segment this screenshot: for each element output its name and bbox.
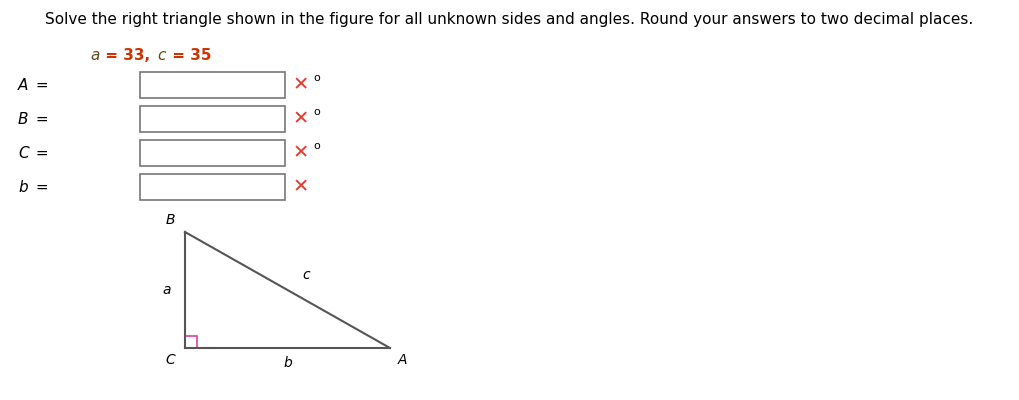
- Text: ✕: ✕: [293, 178, 310, 196]
- Text: A: A: [18, 78, 29, 92]
- Bar: [185, 336, 197, 348]
- Text: o: o: [313, 141, 320, 151]
- Text: b: b: [18, 180, 28, 194]
- Text: o: o: [313, 73, 320, 83]
- Text: Solve the right triangle shown in the figure for all unknown sides and angles. R: Solve the right triangle shown in the fi…: [45, 12, 973, 27]
- Text: C: C: [18, 146, 29, 160]
- Text: o: o: [313, 107, 320, 117]
- Text: ✕: ✕: [293, 144, 310, 162]
- Text: c: c: [303, 268, 310, 282]
- Bar: [140, 106, 285, 132]
- Bar: [140, 140, 285, 166]
- Text: c: c: [157, 48, 165, 63]
- Text: B: B: [165, 213, 175, 227]
- Text: =: =: [31, 180, 49, 194]
- Text: a: a: [90, 48, 100, 63]
- Bar: [140, 72, 285, 98]
- Text: =: =: [31, 112, 49, 126]
- Text: b: b: [283, 356, 291, 370]
- Text: =: =: [31, 146, 49, 160]
- Bar: [140, 174, 285, 200]
- Text: ✕: ✕: [293, 110, 310, 128]
- Text: A: A: [398, 353, 408, 367]
- Text: =: =: [31, 78, 49, 92]
- Text: = 35: = 35: [167, 48, 212, 63]
- Text: a: a: [162, 283, 171, 297]
- Text: B: B: [18, 112, 29, 126]
- Text: C: C: [165, 353, 175, 367]
- Text: ✕: ✕: [293, 76, 310, 94]
- Text: = 33,: = 33,: [100, 48, 150, 63]
